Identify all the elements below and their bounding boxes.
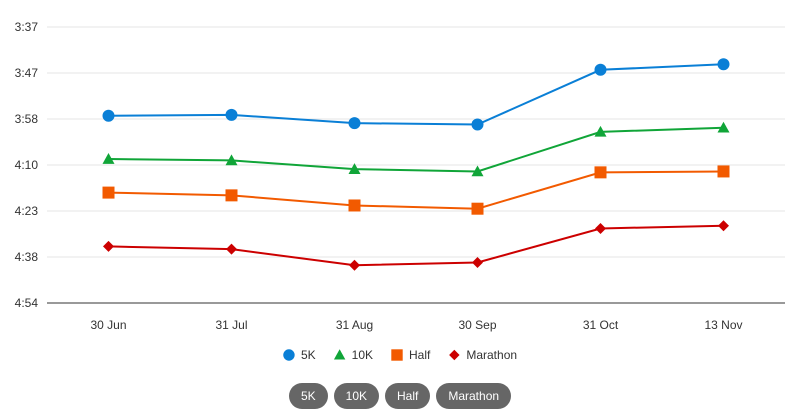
data-point-5k: [102, 109, 115, 122]
line-chart: 3:37 3:47 3:58 4:10 4:23 4:38 4:54 30 Jun 31 Ju…: [15, 20, 785, 362]
legend-item[interactable]: 5K: [283, 348, 316, 362]
data-point-5k: [471, 118, 484, 131]
data-point-10k: [225, 154, 238, 166]
series-line-10k: [108, 126, 724, 173]
y-tick-label: 4:54: [15, 296, 39, 310]
series-10k: [102, 121, 730, 177]
data-point-5k: [225, 108, 238, 121]
data-point-half: [225, 189, 238, 202]
series-marathon: [103, 220, 729, 271]
legend-item[interactable]: 10K: [333, 348, 373, 362]
data-point-10k: [594, 125, 607, 137]
data-point-marathon: [595, 222, 606, 234]
x-tick-label: 30 Sep: [458, 318, 496, 332]
data-point-10k: [471, 165, 484, 177]
legend-marker-icon: [333, 349, 346, 360]
toggle-half-button[interactable]: Half: [385, 383, 431, 409]
toggle-10k-button[interactable]: 10K: [333, 383, 379, 409]
data-point-5k: [717, 58, 730, 71]
legend-label: Half: [409, 348, 431, 362]
data-point-marathon: [103, 240, 114, 252]
data-point-10k: [102, 153, 115, 164]
data-point-10k: [717, 121, 730, 133]
series-line-half: [108, 170, 724, 210]
series-5k: [102, 58, 730, 131]
x-tick-label: 30 Jun: [90, 318, 126, 332]
x-tick-label: 31 Aug: [336, 318, 373, 332]
data-point-half: [594, 166, 607, 179]
series-toggle-buttons: 5K 10K Half Marathon: [0, 383, 800, 409]
legend: 5K 10K Half Marathon: [283, 348, 517, 362]
data-point-5k: [348, 117, 361, 130]
legend-item[interactable]: Marathon: [449, 348, 517, 362]
data-point-marathon: [349, 259, 360, 271]
y-tick-label: 3:47: [15, 66, 39, 80]
y-tick-label: 3:58: [15, 112, 39, 126]
toggle-5k-button[interactable]: 5K: [288, 383, 328, 409]
toggle-marathon-button[interactable]: Marathon: [436, 383, 512, 409]
legend-label: Marathon: [466, 348, 517, 362]
data-point-half: [348, 199, 361, 212]
series-line-5k: [108, 63, 724, 126]
series-half: [102, 165, 730, 215]
grid-lines: [47, 26, 785, 258]
data-point-10k: [348, 163, 361, 174]
legend-marker-icon: [449, 349, 460, 361]
x-axis: 30 Jun 31 Jul 31 Aug 30 Sep 31 Oct 13 Nov: [90, 318, 742, 332]
legend-label: 10K: [352, 348, 373, 362]
y-tick-label: 3:37: [15, 20, 39, 34]
legend-marker-icon: [391, 349, 403, 361]
y-axis: 3:37 3:47 3:58 4:10 4:23 4:38 4:54: [15, 20, 39, 310]
data-point-marathon: [226, 243, 237, 255]
x-tick-label: 13 Nov: [704, 318, 742, 332]
legend-item[interactable]: Half: [391, 348, 431, 362]
data-point-5k: [594, 63, 607, 76]
y-tick-label: 4:10: [15, 158, 39, 172]
data-point-half: [102, 186, 115, 199]
data-point-half: [717, 165, 730, 178]
y-tick-label: 4:38: [15, 250, 39, 264]
series-line-marathon: [108, 224, 724, 267]
legend-marker-icon: [283, 349, 295, 361]
x-tick-label: 31 Jul: [215, 318, 247, 332]
y-tick-label: 4:23: [15, 204, 39, 218]
data-point-half: [471, 202, 484, 215]
data-point-marathon: [718, 220, 729, 232]
data-point-marathon: [472, 257, 483, 269]
series-group: [102, 58, 730, 271]
x-tick-label: 31 Oct: [583, 318, 619, 332]
legend-label: 5K: [301, 348, 316, 362]
